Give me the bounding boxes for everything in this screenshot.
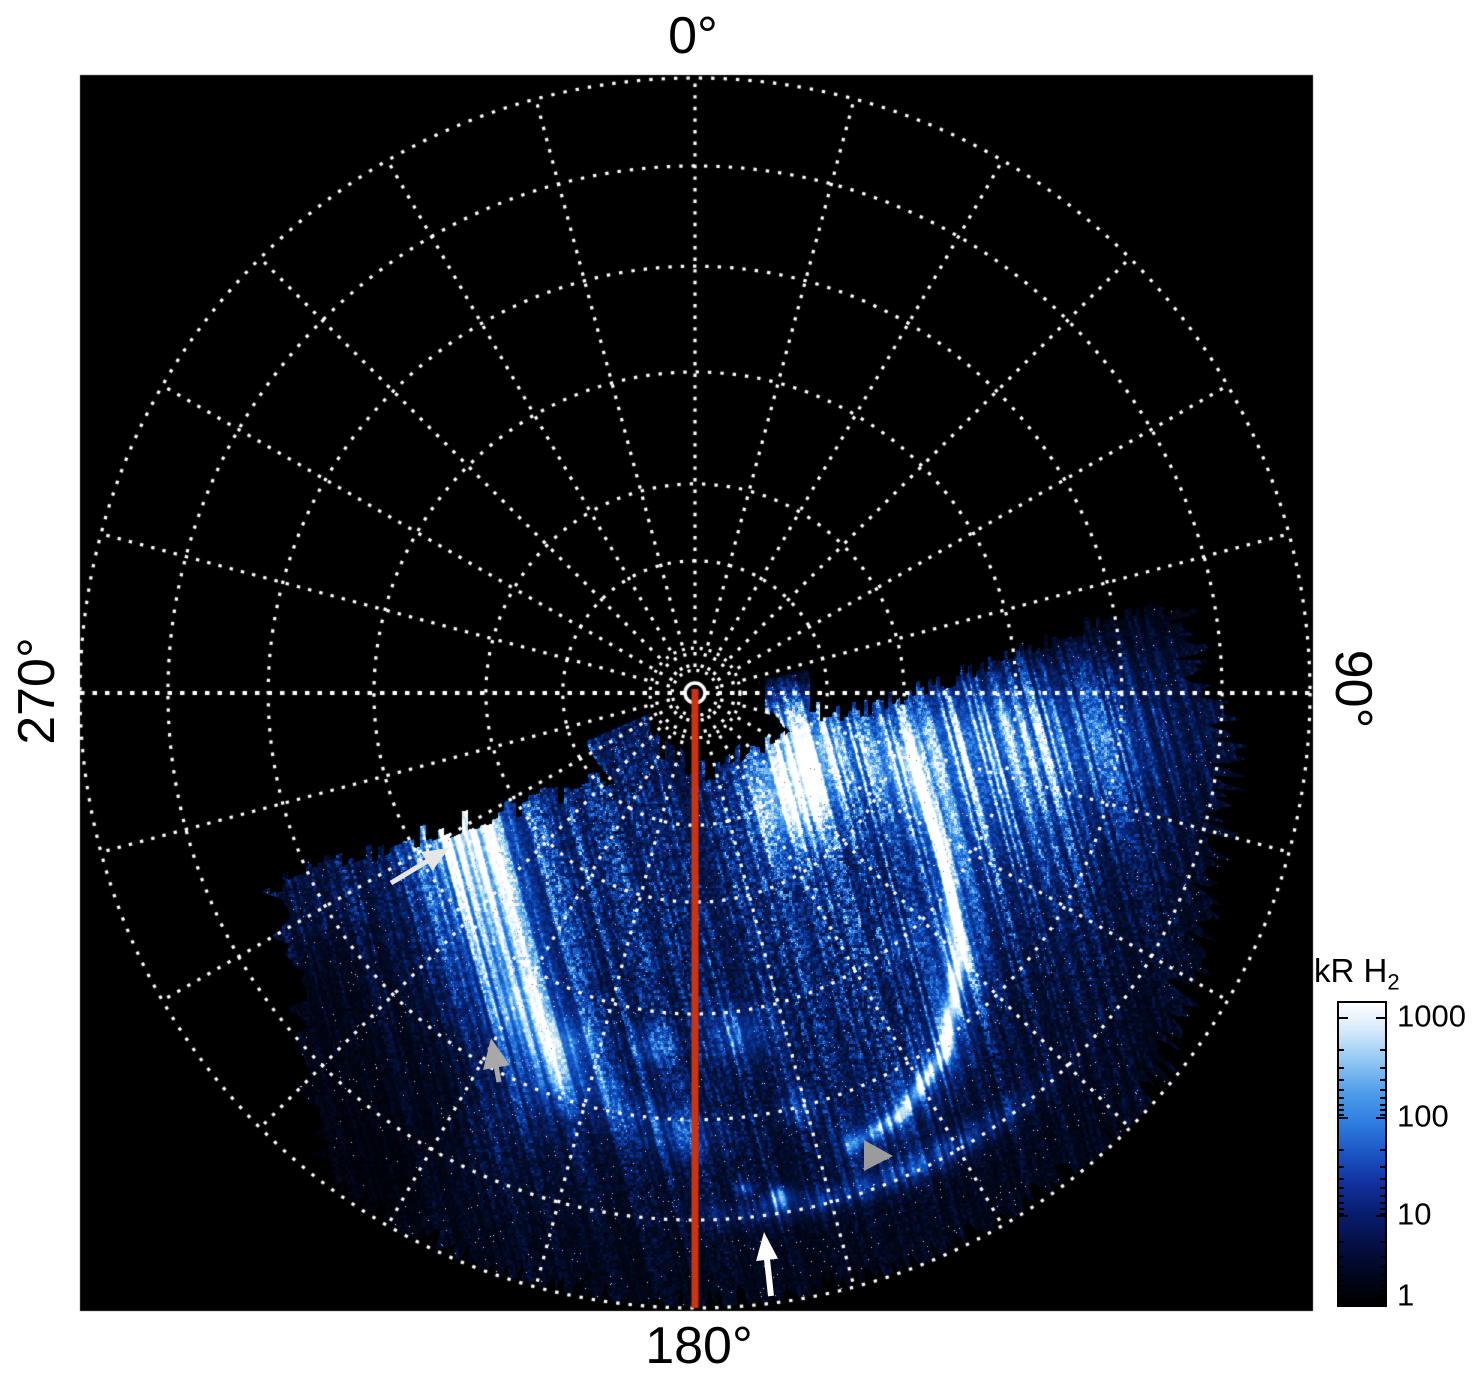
colorbar-minor-tick <box>1339 1274 1344 1276</box>
colorbar-minor-tick <box>1380 1097 1385 1099</box>
colorbar-minor-tick <box>1339 1097 1344 1099</box>
colorbar-minor-tick <box>1339 1109 1344 1111</box>
colorbar-minor-tick <box>1339 1067 1344 1069</box>
colorbar-title-subscript: 2 <box>1387 969 1400 995</box>
colorbar-minor-tick <box>1380 1266 1385 1268</box>
colorbar-major-tick <box>1376 1117 1385 1119</box>
colorbar-minor-tick <box>1380 1202 1385 1204</box>
colorbar-minor-tick <box>1339 1256 1344 1258</box>
colorbar-minor-tick <box>1339 1187 1344 1189</box>
colorbar-tick-label-100: 100 <box>1397 1098 1449 1134</box>
colorbar-minor-tick <box>1339 1213 1344 1215</box>
colorbar-minor-tick <box>1339 1241 1344 1243</box>
colorbar-minor-tick <box>1339 1049 1344 1051</box>
colorbar-minor-tick <box>1380 1049 1385 1051</box>
colorbar-minor-tick <box>1339 1166 1344 1168</box>
colorbar-major-tick <box>1339 1296 1348 1298</box>
colorbar-minor-tick <box>1380 1208 1385 1210</box>
colorbar-major-tick <box>1376 1296 1385 1298</box>
colorbar-minor-tick <box>1380 1195 1385 1197</box>
colorbar-minor-tick <box>1380 1290 1385 1292</box>
angle-label-0: 0° <box>668 7 718 65</box>
colorbar-minor-tick <box>1380 1114 1385 1116</box>
colorbar-minor-tick <box>1339 1202 1344 1204</box>
colorbar-minor-tick <box>1339 1104 1344 1106</box>
colorbar-tick-label-1: 1 <box>1397 1277 1415 1313</box>
colorbar-minor-tick <box>1380 1213 1385 1215</box>
colorbar-major-tick <box>1376 1215 1385 1217</box>
colorbar-minor-tick <box>1380 1104 1385 1106</box>
colorbar-minor-tick <box>1380 1166 1385 1168</box>
colorbar-major-tick <box>1339 1215 1348 1217</box>
colorbar-major-tick <box>1339 1117 1348 1119</box>
colorbar-minor-tick <box>1380 1256 1385 1258</box>
colorbar-minor-tick <box>1339 1149 1344 1151</box>
colorbar-minor-tick <box>1380 1079 1385 1081</box>
colorbar-major-tick <box>1376 1017 1385 1019</box>
colorbar-tick-label-10: 10 <box>1397 1196 1432 1232</box>
colorbar-minor-tick <box>1339 1294 1344 1296</box>
colorbar-minor-tick <box>1339 1114 1344 1116</box>
colorbar-minor-tick <box>1380 1089 1385 1091</box>
colorbar-major-tick <box>1339 1017 1348 1019</box>
colorbar-minor-tick <box>1339 1266 1344 1268</box>
colorbar-minor-tick <box>1339 1079 1344 1081</box>
colorbar-minor-tick <box>1380 1274 1385 1276</box>
colorbar-minor-tick <box>1339 1178 1344 1180</box>
colorbar-minor-tick <box>1380 1294 1385 1296</box>
colorbar-minor-tick <box>1339 1089 1344 1091</box>
colorbar-minor-tick <box>1380 1109 1385 1111</box>
angle-label-270: 270° <box>8 637 66 745</box>
colorbar-minor-tick <box>1380 1178 1385 1180</box>
colorbar-gradient <box>1337 1001 1387 1307</box>
colorbar-minor-tick <box>1380 1067 1385 1069</box>
colorbar-minor-tick <box>1380 1241 1385 1243</box>
colorbar-minor-tick <box>1339 1195 1344 1197</box>
colorbar-minor-tick <box>1339 1290 1344 1292</box>
colorbar-minor-tick <box>1380 1280 1385 1282</box>
colorbar-tick-label-1000: 1000 <box>1397 998 1466 1034</box>
colorbar-minor-tick <box>1380 1149 1385 1151</box>
colorbar-title-main: kR H <box>1314 952 1388 989</box>
angle-label-180: 180° <box>645 1317 753 1375</box>
colorbar-minor-tick <box>1380 1187 1385 1189</box>
angle-label-90: 90° <box>1324 649 1382 729</box>
colorbar-minor-tick <box>1339 1280 1344 1282</box>
colorbar-minor-tick <box>1339 1285 1344 1287</box>
colorbar-title: kR H2 <box>1314 952 1400 996</box>
colorbar-minor-tick <box>1339 1208 1344 1210</box>
colorbar-minor-tick <box>1380 1285 1385 1287</box>
